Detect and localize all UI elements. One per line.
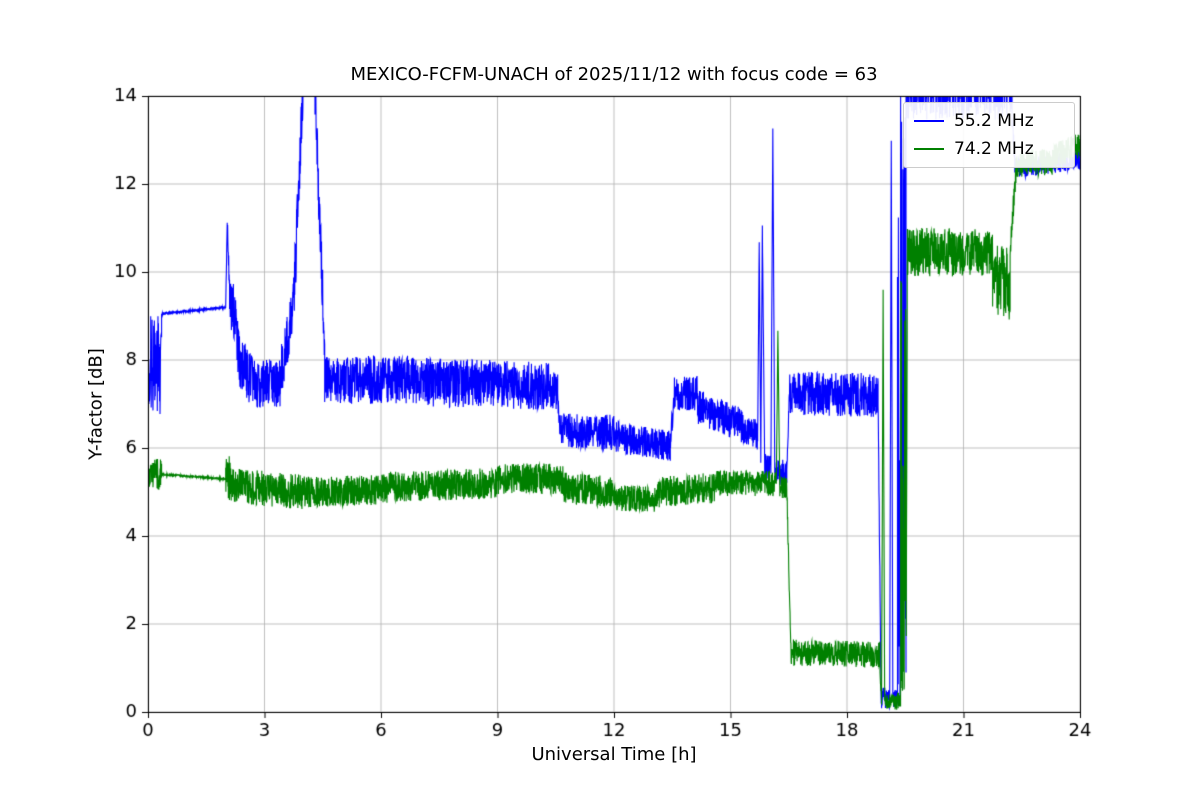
legend: 55.2 MHz 74.2 MHz [903, 102, 1075, 168]
legend-item-74-2-mhz: 74.2 MHz [914, 139, 1064, 159]
x-axis-label: Universal Time [h] [531, 744, 697, 765]
legend-label-55-2-mhz: 55.2 MHz [954, 111, 1034, 131]
legend-line-sample-green-icon [914, 148, 944, 150]
chart-title: MEXICO-FCFM-UNACH of 2025/11/12 with foc… [350, 64, 878, 85]
y-axis-label: Y-factor [dB] [85, 348, 107, 460]
legend-item-55-2-mhz: 55.2 MHz [914, 111, 1064, 131]
legend-label-74-2-mhz: 74.2 MHz [954, 139, 1034, 159]
legend-line-sample-blue-icon [914, 120, 944, 122]
